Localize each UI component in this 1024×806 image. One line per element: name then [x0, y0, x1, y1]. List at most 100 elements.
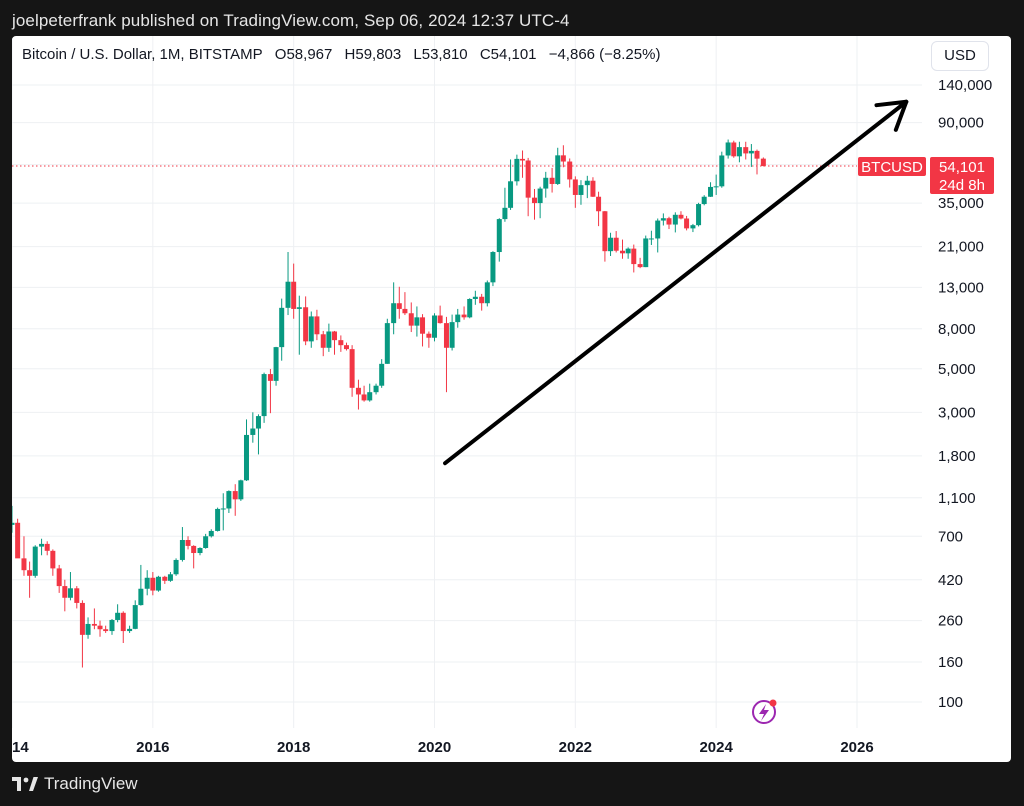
candle-down[interactable]: [62, 586, 68, 598]
candle-down[interactable]: [590, 180, 596, 197]
price-chart[interactable]: 140,000 90,000 35,000 21,000 13,000 8,000 5,00…: [12, 36, 1011, 762]
candle-up[interactable]: [85, 623, 91, 635]
candle-up[interactable]: [173, 559, 179, 575]
candle-up[interactable]: [701, 196, 707, 205]
candle-up[interactable]: [455, 314, 461, 323]
candle-down[interactable]: [613, 237, 619, 251]
candle-down[interactable]: [355, 387, 361, 395]
candle-up[interactable]: [203, 536, 209, 548]
candle-up[interactable]: [285, 281, 291, 308]
candle-up[interactable]: [484, 282, 490, 304]
candle-down[interactable]: [21, 558, 27, 571]
candle-up[interactable]: [384, 323, 390, 364]
candle-down[interactable]: [443, 323, 449, 348]
candle-up[interactable]: [197, 547, 203, 554]
candle-up[interactable]: [32, 546, 38, 576]
candle-down[interactable]: [631, 248, 637, 265]
candle-down[interactable]: [596, 196, 602, 212]
candle-down[interactable]: [232, 491, 238, 500]
candle-up[interactable]: [508, 181, 514, 208]
candle-up[interactable]: [215, 508, 221, 531]
candle-up[interactable]: [736, 147, 742, 157]
candle-up[interactable]: [220, 508, 226, 510]
trend-arrow-line[interactable]: [443, 99, 909, 466]
candle-down[interactable]: [120, 612, 126, 632]
candle-down[interactable]: [79, 602, 85, 635]
candle-up[interactable]: [12, 522, 15, 525]
candle-up[interactable]: [250, 428, 256, 435]
candle-up[interactable]: [748, 150, 754, 154]
candle-up[interactable]: [67, 588, 73, 598]
candle-up[interactable]: [608, 237, 614, 252]
candle-down[interactable]: [27, 570, 33, 576]
candle-down[interactable]: [461, 314, 467, 318]
candle-up[interactable]: [379, 363, 385, 386]
candle-down[interactable]: [525, 160, 531, 198]
candle-up[interactable]: [273, 347, 279, 381]
candle-up[interactable]: [496, 219, 502, 253]
candle-up[interactable]: [490, 252, 496, 283]
candle-up[interactable]: [255, 416, 261, 429]
candle-up[interactable]: [109, 619, 115, 632]
candle-down[interactable]: [267, 374, 273, 381]
candle-up[interactable]: [138, 588, 144, 606]
candle-down[interactable]: [150, 577, 156, 591]
candle-down[interactable]: [637, 264, 643, 268]
lightning-icon[interactable]: [752, 700, 776, 724]
candle-down[interactable]: [74, 588, 80, 603]
candle-down[interactable]: [520, 158, 526, 161]
candle-down[interactable]: [754, 150, 760, 159]
candle-down[interactable]: [44, 543, 50, 551]
candle-up[interactable]: [432, 315, 437, 338]
chart-panel[interactable]: 140,000 90,000 35,000 21,000 13,000 8,000 5,00…: [12, 36, 1011, 762]
candle-down[interactable]: [396, 303, 402, 309]
candle-down[interactable]: [15, 522, 21, 559]
candle-down[interactable]: [426, 333, 432, 338]
candle-up[interactable]: [167, 574, 173, 581]
candle-up[interactable]: [226, 491, 232, 509]
candle-up[interactable]: [655, 220, 661, 239]
candle-up[interactable]: [660, 218, 666, 221]
candle-up[interactable]: [115, 612, 121, 620]
candle-up[interactable]: [643, 238, 649, 268]
candle-up[interactable]: [414, 317, 420, 326]
candle-up[interactable]: [308, 316, 314, 342]
candle-down[interactable]: [760, 158, 766, 166]
candle-up[interactable]: [514, 158, 520, 182]
candle-down[interactable]: [560, 155, 566, 162]
candle-up[interactable]: [625, 248, 631, 254]
candle-up[interactable]: [537, 188, 543, 204]
candle-down[interactable]: [320, 334, 326, 348]
candle-up[interactable]: [296, 307, 302, 309]
candle-up[interactable]: [543, 177, 549, 189]
candle-up[interactable]: [713, 186, 719, 188]
candle-up[interactable]: [243, 434, 249, 481]
candle-down[interactable]: [572, 179, 578, 195]
candle-down[interactable]: [338, 340, 344, 346]
candle-up[interactable]: [326, 331, 332, 348]
candle-down[interactable]: [437, 315, 443, 324]
candle-up[interactable]: [696, 204, 702, 226]
candle-up[interactable]: [725, 142, 731, 156]
candle-down[interactable]: [291, 281, 297, 309]
currency-button[interactable]: USD: [931, 41, 989, 71]
candle-up[interactable]: [373, 385, 379, 393]
candle-down[interactable]: [162, 576, 168, 581]
candle-down[interactable]: [103, 629, 109, 632]
candle-up[interactable]: [132, 605, 138, 629]
candle-down[interactable]: [731, 142, 737, 157]
candle-up[interactable]: [502, 207, 508, 220]
candle-down[interactable]: [97, 625, 103, 630]
candle-up[interactable]: [708, 186, 714, 197]
candle-down[interactable]: [684, 218, 690, 229]
candle-down[interactable]: [343, 345, 349, 350]
candle-up[interactable]: [472, 296, 478, 299]
candle-down[interactable]: [361, 394, 367, 401]
candle-down[interactable]: [349, 349, 355, 388]
candle-up[interactable]: [467, 298, 473, 318]
candle-up[interactable]: [155, 576, 161, 591]
candle-down[interactable]: [332, 331, 338, 341]
candle-up[interactable]: [672, 214, 678, 225]
candle-down[interactable]: [91, 623, 97, 626]
candle-up[interactable]: [144, 577, 150, 589]
